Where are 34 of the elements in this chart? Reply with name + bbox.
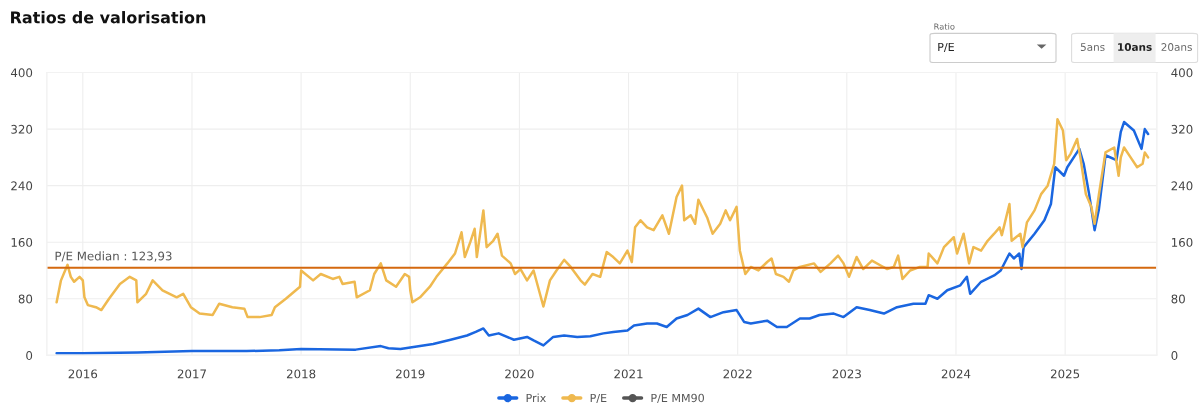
y2-tick-label: 240	[1171, 181, 1193, 191]
y-tick-label: 240	[11, 181, 33, 191]
y2-tick-label: 80	[1171, 294, 1185, 304]
x-tick-label: 2017	[177, 369, 206, 379]
line-series	[55, 117, 1150, 319]
y-tick-label: 80	[18, 294, 33, 304]
y2-tick-label: 0	[1171, 351, 1178, 360]
x-tick-label: 2019	[396, 369, 425, 379]
ref-line-label: P/E Median : 123,93	[55, 251, 172, 262]
text: P/E	[938, 42, 954, 53]
x-tick-label: 2016	[68, 369, 98, 379]
x-tick-label: 2021	[614, 369, 643, 379]
y-tick-label: 160	[11, 237, 33, 247]
legend-label: P/E	[590, 393, 607, 404]
x-tick-label: 2018	[286, 369, 316, 379]
text: 10ans	[1118, 43, 1152, 51]
y2-tick-label: 320	[1171, 124, 1193, 134]
x-tick-label: 2020	[505, 369, 534, 379]
text: 5ans	[1080, 43, 1105, 51]
text: 20ans	[1161, 43, 1192, 51]
x-tick-label: 2024	[941, 369, 971, 379]
chart-title: Ratios de valorisation	[11, 11, 206, 24]
x-tick-label: 2025	[1050, 369, 1080, 379]
y-tick-label: 400	[10, 68, 33, 78]
legend-label: Prix	[526, 393, 546, 402]
line-series	[55, 120, 1150, 355]
y2-tick-label: 400	[1171, 68, 1193, 78]
text: Ratio	[934, 23, 955, 30]
y-tick-label: 0	[26, 351, 33, 360]
x-tick-label: 2023	[832, 369, 861, 379]
legend-label: P/E MM90	[651, 393, 704, 404]
y-tick-label: 320	[11, 124, 33, 134]
x-tick-label: 2022	[723, 369, 752, 379]
y2-tick-label: 160	[1171, 237, 1193, 247]
